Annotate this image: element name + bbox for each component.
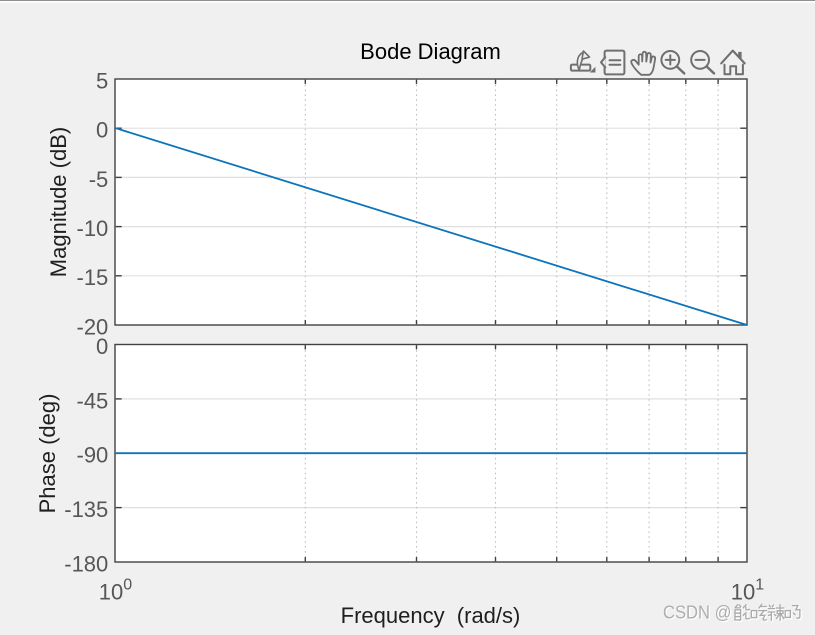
svg-text:0: 0 <box>96 334 108 359</box>
svg-text:-135: -135 <box>64 497 108 522</box>
svg-text:CSDN @: CSDN @ <box>663 602 732 623</box>
svg-text:-15: -15 <box>77 265 109 290</box>
svg-text:-20: -20 <box>77 314 109 339</box>
svg-text:-10: -10 <box>77 216 109 241</box>
svg-text:5: 5 <box>96 68 108 93</box>
svg-text:Magnitude (dB): Magnitude (dB) <box>46 127 71 277</box>
svg-text:Bode Diagram: Bode Diagram <box>360 39 501 64</box>
svg-text:-45: -45 <box>77 388 109 413</box>
svg-text:Phase (deg): Phase (deg) <box>35 394 60 514</box>
svg-text:CSDN @: CSDN @ <box>664 603 733 624</box>
svg-text:0: 0 <box>96 118 108 143</box>
svg-text:Frequency (rad/s): Frequency (rad/s) <box>341 603 521 628</box>
svg-text:-5: -5 <box>89 167 109 192</box>
svg-text:-90: -90 <box>77 443 109 468</box>
svg-text:-180: -180 <box>64 551 108 576</box>
